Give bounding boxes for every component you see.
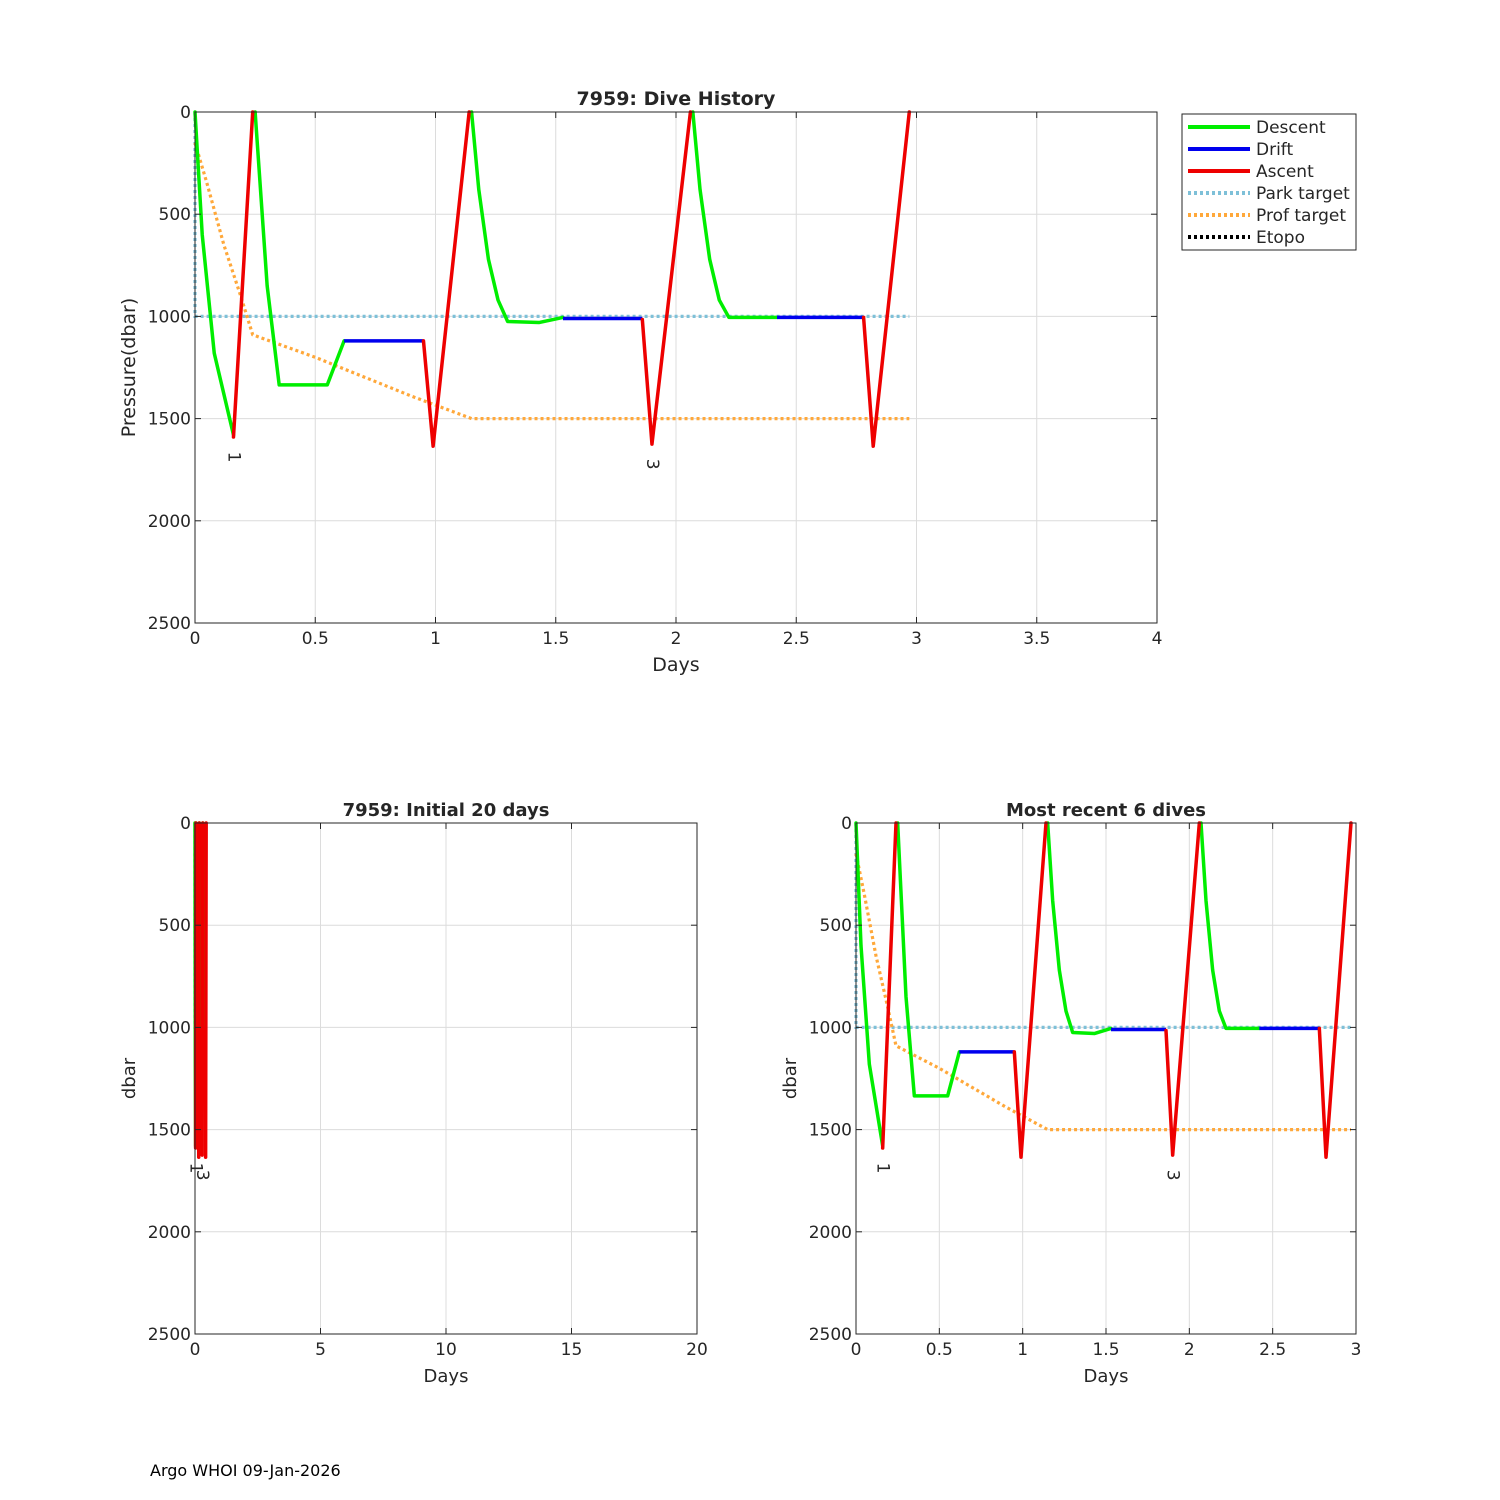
legend-entry: Drift xyxy=(1256,140,1293,160)
y-axis-label: dbar xyxy=(119,1057,140,1099)
x-tick-label: 0.5 xyxy=(926,1340,953,1360)
y-tick-label: 2500 xyxy=(148,614,191,634)
y-tick-label: 0 xyxy=(180,814,191,834)
x-tick-label: 2.5 xyxy=(1259,1340,1286,1360)
series-descent-segment xyxy=(691,110,779,320)
series-descent-segment xyxy=(253,110,346,387)
series-descent-segment xyxy=(854,821,885,1148)
series-ascent-segment xyxy=(200,821,205,1157)
y-tick-label: 500 xyxy=(159,916,191,936)
series-descent-segment xyxy=(469,110,565,325)
series-prof-target xyxy=(193,142,910,421)
series-ascent-segment xyxy=(861,110,912,448)
profile-number-label: 3 xyxy=(642,459,662,470)
series-ascent-segment xyxy=(880,821,898,1150)
series-ascent-segment xyxy=(640,110,693,446)
series-ascent-segment xyxy=(1164,821,1202,1157)
x-tick-label: 0.5 xyxy=(302,629,329,649)
chart-title: Most recent 6 dives xyxy=(1006,800,1206,821)
x-tick-label: 3 xyxy=(1351,1340,1362,1360)
legend-entry: Prof target xyxy=(1256,206,1346,226)
x-axis-label: Days xyxy=(1084,1366,1129,1387)
x-tick-label: 4 xyxy=(1152,629,1163,649)
x-tick-label: 15 xyxy=(561,1340,583,1360)
x-tick-label: 0 xyxy=(190,1340,201,1360)
chart-initial-20-days: 13 0 5 10 15 20 0 500 1000 1500 2000 2500 7959: Init… xyxy=(119,800,708,1387)
legend-box xyxy=(1181,113,1357,251)
y-tick-label: 500 xyxy=(820,916,852,936)
chart-dive-history: 1 3 0 0.5 1 1.5 2 2.5 3 3.5 4 0 500 1000 1500 2000 2500 7… xyxy=(118,88,1162,676)
x-tick-label: 0 xyxy=(851,1340,862,1360)
profile-number-label: 1 xyxy=(223,452,243,463)
x-tick-label: 20 xyxy=(686,1340,708,1360)
series-prof-target xyxy=(854,853,1351,1132)
series-ascent-segment xyxy=(231,110,255,439)
y-tick-label: 2000 xyxy=(148,512,191,532)
profile-number-label: 1 xyxy=(873,1163,893,1174)
series-descent-segment xyxy=(1045,821,1113,1036)
series-descent-segment xyxy=(895,821,962,1098)
series-ascent-segment xyxy=(203,821,208,1159)
legend-entry: Park target xyxy=(1256,184,1350,204)
y-tick-label: 2000 xyxy=(809,1223,852,1243)
x-tick-label: 5 xyxy=(315,1340,326,1360)
y-tick-label: 1500 xyxy=(148,1121,191,1141)
x-tick-label: 2.5 xyxy=(783,629,810,649)
x-tick-label: 0 xyxy=(190,629,201,649)
y-tick-label: 1500 xyxy=(148,410,191,430)
y-tick-label: 0 xyxy=(841,814,852,834)
y-axis-label: dbar xyxy=(780,1057,801,1099)
x-tick-label: 10 xyxy=(435,1340,457,1360)
series-ascent-segment xyxy=(1317,821,1353,1159)
y-tick-label: 500 xyxy=(159,205,191,225)
profile-number-label: 3 xyxy=(1163,1170,1183,1181)
x-tick-label: 3 xyxy=(911,629,922,649)
x-axis-label: Days xyxy=(652,654,699,676)
y-tick-label: 0 xyxy=(180,103,191,123)
series-ascent-segment xyxy=(1012,821,1048,1159)
x-tick-label: 3.5 xyxy=(1023,629,1050,649)
x-axis-label: Days xyxy=(424,1366,469,1387)
x-tick-label: 1 xyxy=(430,629,441,649)
x-tick-label: 2 xyxy=(1184,1340,1195,1360)
x-tick-label: 1.5 xyxy=(1092,1340,1119,1360)
y-tick-label: 2000 xyxy=(148,1223,191,1243)
y-tick-label: 2500 xyxy=(148,1325,191,1345)
y-tick-label: 1000 xyxy=(809,1018,852,1038)
y-axis-label: Pressure(dbar) xyxy=(118,298,140,438)
chart-recent-6-dives: 1 3 0 0.5 1 1.5 2 2.5 3 0 500 1000 1500 2000 2500 Most … xyxy=(780,800,1361,1387)
series-ascent-segment xyxy=(196,821,202,1159)
footer-credit: Argo WHOI 09-Jan-2026 xyxy=(150,1461,341,1480)
chart-title: 7959: Dive History xyxy=(577,88,776,110)
x-tick-label: 1.5 xyxy=(542,629,569,649)
profile-number-label: 1 xyxy=(186,1163,206,1174)
series-ascent-segment xyxy=(421,110,471,448)
y-tick-label: 1500 xyxy=(809,1121,852,1141)
legend-entry: Etopo xyxy=(1256,228,1305,248)
chart-title: 7959: Initial 20 days xyxy=(343,800,550,821)
y-tick-label: 1000 xyxy=(148,1018,191,1038)
y-tick-label: 1000 xyxy=(148,307,191,327)
legend-entry: Ascent xyxy=(1256,162,1314,182)
x-tick-label: 1 xyxy=(1017,1340,1028,1360)
x-tick-label: 2 xyxy=(671,629,682,649)
legend-entry: Descent xyxy=(1256,118,1326,138)
series-descent-segment xyxy=(1199,821,1262,1031)
profile-number-label: 3 xyxy=(192,1170,212,1181)
series-descent-segment xyxy=(193,110,236,437)
y-tick-label: 2500 xyxy=(809,1325,852,1345)
